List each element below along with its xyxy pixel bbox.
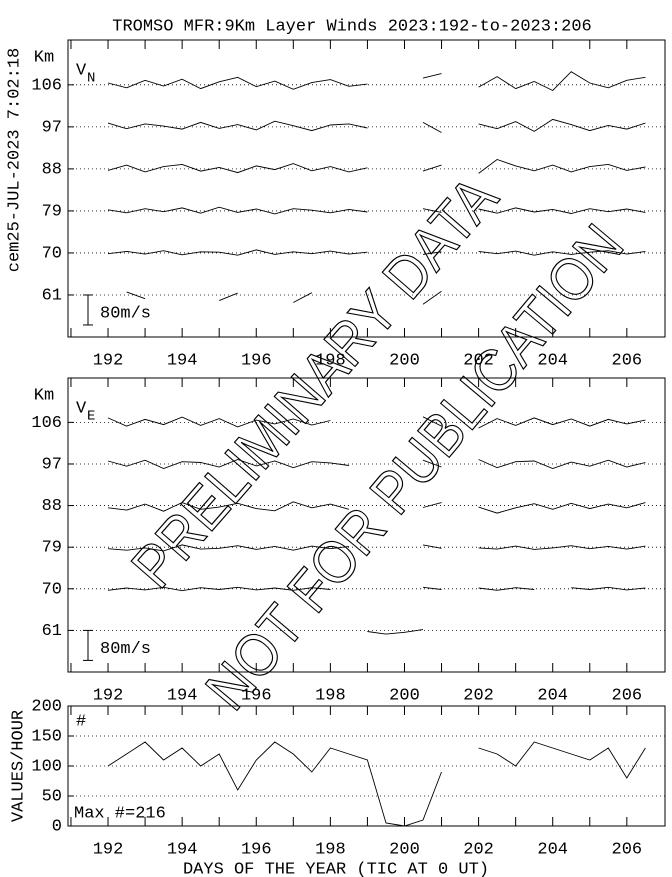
- y-tick-label: 70: [42, 244, 62, 263]
- panel-label: V: [76, 61, 87, 80]
- panel-subscript: E: [87, 409, 95, 425]
- x-tick-label: 206: [612, 840, 643, 859]
- y-tick-label: 106: [31, 76, 62, 95]
- x-tick-label: 202: [463, 840, 494, 859]
- wind-trace: [107, 501, 646, 514]
- panel-subscript: N: [87, 71, 95, 87]
- wind-trace: [107, 206, 646, 215]
- x-tick-label: 204: [537, 686, 568, 705]
- wind-trace: [107, 544, 646, 552]
- x-tick-label: 198: [315, 840, 346, 859]
- wind-trace: [107, 459, 646, 469]
- x-tick-label: 202: [463, 351, 494, 370]
- count-line: [107, 741, 646, 827]
- y-tick-label: 106: [31, 414, 62, 433]
- x-tick-label: 200: [389, 351, 420, 370]
- y-tick-label: 79: [42, 202, 62, 221]
- wind-trace: [107, 416, 646, 429]
- note: Max #=216: [74, 804, 166, 823]
- wind-trace: [107, 71, 646, 92]
- x-tick-label: 192: [93, 351, 124, 370]
- x-tick-label: 196: [241, 686, 272, 705]
- plot-frame: [67, 377, 666, 673]
- scale-bar-label: 80m/s: [100, 304, 151, 323]
- y-axis-label: Km: [34, 48, 54, 67]
- x-tick-label: 192: [93, 686, 124, 705]
- chart-title: TROMSO MFR:9Km Layer Winds 2023:192-to-2…: [112, 17, 591, 36]
- y-tick-label: 97: [42, 118, 62, 137]
- y-tick-label: 100: [31, 757, 62, 776]
- wind-trace: [107, 249, 646, 256]
- x-tick-label: 204: [537, 840, 568, 859]
- x-tick-label: 192: [93, 840, 124, 859]
- y-tick-label: 97: [42, 455, 62, 474]
- x-tick-label: 200: [389, 840, 420, 859]
- y-tick-label: 70: [42, 580, 62, 599]
- y-tick-label: 79: [42, 539, 62, 558]
- wind-trace: [107, 158, 646, 174]
- y-tick-label: 50: [42, 787, 62, 806]
- wind-trace: [107, 118, 646, 133]
- x-tick-label: 196: [241, 351, 272, 370]
- x-tick-label: 202: [463, 686, 494, 705]
- x-tick-label: 194: [167, 686, 198, 705]
- x-tick-label: 200: [389, 686, 420, 705]
- x-tick-label: 206: [612, 686, 643, 705]
- y-tick-label: 88: [42, 497, 62, 516]
- y-axis-label: VALUES/HOUR: [9, 710, 28, 822]
- x-tick-label: 198: [315, 351, 346, 370]
- y-tick-label: 61: [42, 286, 62, 305]
- x-tick-label: 198: [315, 686, 346, 705]
- wind-trace: [107, 586, 646, 592]
- x-tick-label: 194: [167, 351, 198, 370]
- timestamp: cem25-JUL-2023 7:02:18: [5, 48, 24, 272]
- x-tick-label: 206: [612, 351, 643, 370]
- y-tick-label: 88: [42, 160, 62, 179]
- plot-frame: [67, 39, 666, 338]
- y-axis-label: Km: [34, 386, 54, 405]
- x-tick-label: 196: [241, 840, 272, 859]
- y-tick-label: 200: [31, 697, 62, 716]
- scale-bar-label: 80m/s: [100, 640, 151, 659]
- y-tick-label: 61: [42, 622, 62, 641]
- panel-label: V: [76, 399, 87, 418]
- y-tick-label: 0: [52, 817, 62, 836]
- annotation: #: [76, 712, 86, 731]
- x-tick-label: 194: [167, 840, 198, 859]
- y-tick-label: 150: [31, 727, 62, 746]
- x-axis-label: DAYS OF THE YEAR (TIC AT 0 UT): [183, 860, 489, 877]
- x-tick-label: 204: [537, 351, 568, 370]
